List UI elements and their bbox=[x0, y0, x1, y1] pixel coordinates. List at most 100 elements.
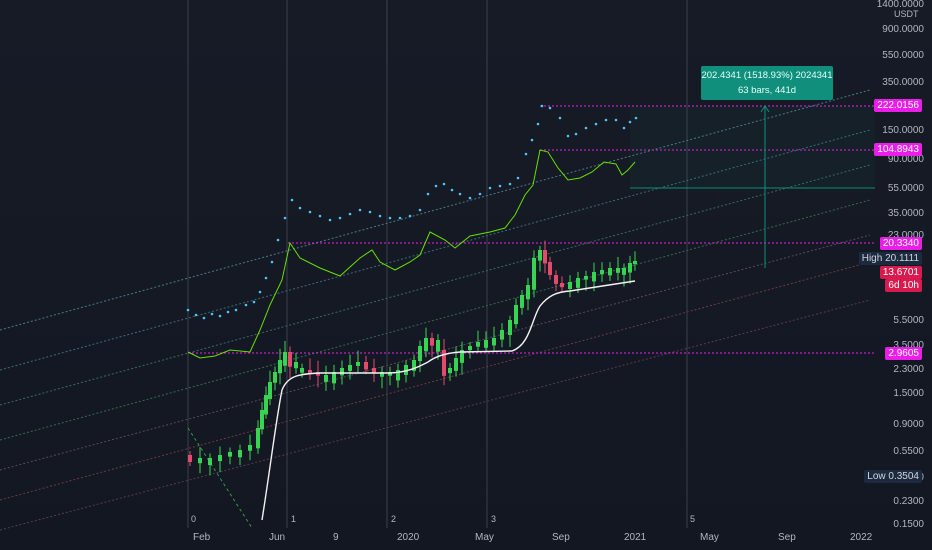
indicator-dot bbox=[358, 208, 362, 212]
indicator-dot bbox=[498, 184, 502, 188]
time-label-2021: 2021 bbox=[624, 532, 647, 543]
candle-body bbox=[608, 268, 612, 276]
cycle-label-5: 5 bbox=[690, 514, 696, 524]
indicator-dot bbox=[634, 116, 638, 120]
indicator-dot bbox=[270, 260, 274, 264]
indicator-dot bbox=[458, 192, 462, 196]
price-scale-label: 5.5000 bbox=[893, 315, 924, 326]
indicator-dot bbox=[318, 214, 322, 218]
price-scale-label: 0.9000 bbox=[893, 419, 924, 430]
measure-arrow bbox=[760, 105, 770, 113]
indicator-dot bbox=[450, 188, 454, 192]
price-scale-label: 0.2300 bbox=[893, 496, 924, 507]
indicator-dot bbox=[614, 118, 618, 122]
regression-channel-line bbox=[0, 129, 871, 371]
candle-body bbox=[300, 368, 304, 373]
regression-channel-line bbox=[0, 234, 871, 471]
indicator-dot bbox=[604, 118, 608, 122]
candle-body bbox=[248, 445, 252, 451]
candle-body bbox=[448, 368, 452, 374]
indicator-dot bbox=[368, 210, 372, 214]
candle-body bbox=[560, 283, 564, 288]
low-value: 0.3504 bbox=[888, 471, 919, 482]
indicator-dot bbox=[328, 218, 332, 222]
candle-body bbox=[584, 276, 588, 280]
time-label-jun: Jun bbox=[269, 532, 286, 543]
candle-body bbox=[592, 272, 596, 282]
indicator-dot bbox=[530, 138, 534, 142]
indicator-dot bbox=[516, 176, 520, 180]
candle-body bbox=[260, 410, 264, 430]
indicator-dot bbox=[594, 122, 598, 126]
regression-channel-line bbox=[0, 199, 871, 441]
indicator-dot bbox=[276, 238, 280, 242]
candle-body bbox=[616, 268, 620, 273]
level-tag-222: 222.0156 bbox=[874, 99, 922, 112]
price-scale-label: 90.0000 bbox=[888, 154, 925, 165]
candle-body bbox=[294, 362, 298, 369]
price-scale-label: 0.1500 bbox=[893, 519, 924, 530]
cycle-label-1: 1 bbox=[291, 514, 297, 524]
price-scale-label: 35.0000 bbox=[888, 208, 925, 219]
candle-body bbox=[514, 305, 518, 325]
candle-body bbox=[412, 360, 416, 371]
price-scale-label: 150.0000 bbox=[882, 125, 924, 136]
candle-body bbox=[288, 352, 292, 367]
candle-body bbox=[324, 375, 328, 382]
indicator-dot bbox=[388, 216, 392, 220]
indicator-dot bbox=[244, 303, 248, 307]
candle-body bbox=[356, 362, 360, 366]
indicator-dot bbox=[408, 214, 412, 218]
high-value: 20.1111 bbox=[885, 253, 919, 264]
descending-dashed-line bbox=[187, 427, 253, 529]
candle-body bbox=[460, 350, 464, 363]
indicator-dot bbox=[186, 308, 190, 312]
indicator-dot bbox=[548, 106, 552, 110]
indicator-dot bbox=[226, 310, 230, 314]
candle-body bbox=[388, 372, 392, 376]
candle-body bbox=[308, 370, 312, 374]
candle-body bbox=[316, 372, 320, 376]
candle-body bbox=[628, 263, 632, 273]
price-scale-label: 550.0000 bbox=[882, 50, 924, 61]
candle-body bbox=[554, 275, 558, 284]
price-scale-label: 350.0000 bbox=[882, 77, 924, 88]
candle-body bbox=[526, 285, 530, 300]
step-line bbox=[187, 149, 636, 359]
candle-body bbox=[283, 352, 287, 366]
candle-body bbox=[436, 340, 440, 352]
indicator-dot bbox=[258, 290, 262, 294]
indicator-dot bbox=[378, 214, 382, 218]
candle-body bbox=[532, 258, 536, 290]
candle-body bbox=[256, 428, 260, 449]
candle-body bbox=[218, 455, 222, 462]
measure-line1: 202.4341 (1518.93%) 2024341 bbox=[701, 70, 833, 81]
cycle-label-3: 3 bbox=[491, 514, 497, 524]
candle-body bbox=[273, 372, 277, 383]
candle-body bbox=[476, 342, 480, 347]
time-label-sep-2: Sep bbox=[778, 532, 796, 543]
low-value-tag: Low 0.3504 bbox=[864, 470, 922, 483]
indicator-dot bbox=[348, 212, 352, 216]
candle-body bbox=[396, 370, 400, 381]
indicator-dot bbox=[540, 104, 544, 108]
candle-body bbox=[228, 452, 232, 457]
indicator-dot bbox=[418, 208, 422, 212]
price-scale-label: 23.0000 bbox=[888, 230, 925, 241]
indicator-dot bbox=[283, 216, 287, 220]
candle-body bbox=[538, 250, 542, 261]
candle-body bbox=[492, 338, 496, 346]
moving-average-line bbox=[261, 280, 636, 521]
high-value-tag: High 20.1111 bbox=[858, 252, 922, 265]
indicator-dot bbox=[584, 126, 588, 130]
cycle-label-0: 0 bbox=[191, 514, 197, 524]
time-label-2022: 2022 bbox=[850, 532, 873, 543]
time-label-sep: Sep bbox=[552, 532, 570, 543]
indicator-dot bbox=[558, 116, 562, 120]
indicator-dot bbox=[264, 276, 268, 280]
measure-area bbox=[630, 106, 875, 188]
candle-body bbox=[622, 268, 626, 275]
time-label-feb: Feb bbox=[193, 532, 211, 543]
time-label-9: 9 bbox=[333, 532, 339, 543]
